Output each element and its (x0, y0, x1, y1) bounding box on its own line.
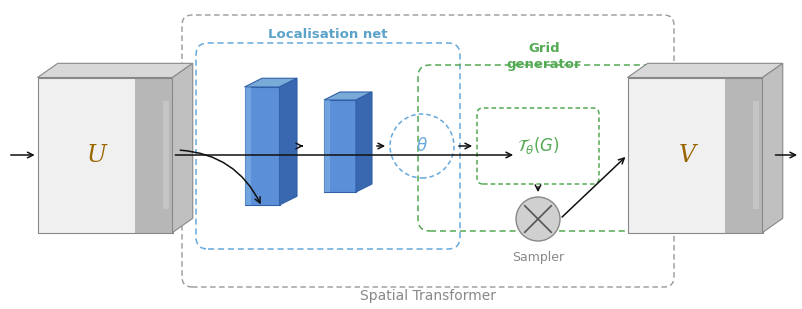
Polygon shape (245, 87, 280, 205)
FancyArrowPatch shape (180, 150, 260, 203)
Polygon shape (324, 100, 330, 192)
Polygon shape (172, 63, 192, 232)
Text: Spatial Transformer: Spatial Transformer (360, 289, 496, 303)
Polygon shape (627, 78, 763, 232)
Polygon shape (324, 92, 372, 100)
Polygon shape (356, 92, 372, 192)
Polygon shape (245, 87, 251, 205)
Polygon shape (627, 63, 783, 78)
Polygon shape (280, 78, 297, 205)
Polygon shape (163, 101, 168, 209)
Ellipse shape (516, 197, 560, 241)
Polygon shape (245, 78, 297, 87)
Text: V: V (678, 143, 695, 167)
Text: Grid
generator: Grid generator (507, 42, 581, 71)
Text: $\mathcal{T}_\theta(G)$: $\mathcal{T}_\theta(G)$ (516, 136, 559, 156)
Polygon shape (135, 78, 172, 232)
Polygon shape (324, 100, 356, 192)
Text: Sampler: Sampler (512, 251, 564, 264)
Text: U: U (87, 143, 107, 167)
Text: $\theta$: $\theta$ (416, 137, 428, 155)
Polygon shape (725, 78, 763, 232)
Text: Localisation net: Localisation net (268, 28, 387, 41)
Polygon shape (38, 78, 172, 232)
Polygon shape (38, 63, 192, 78)
Polygon shape (763, 63, 783, 232)
Polygon shape (753, 101, 759, 209)
